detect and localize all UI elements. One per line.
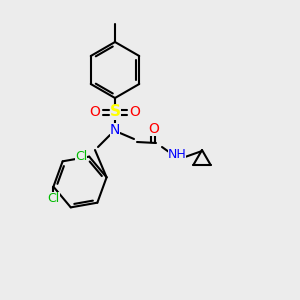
Text: O: O — [148, 122, 159, 136]
Text: O: O — [90, 105, 101, 119]
Text: NH: NH — [168, 148, 186, 161]
Text: N: N — [110, 123, 120, 137]
Text: O: O — [130, 105, 140, 119]
Text: Cl: Cl — [75, 150, 87, 163]
Text: Cl: Cl — [47, 192, 59, 205]
Text: S: S — [110, 104, 121, 119]
